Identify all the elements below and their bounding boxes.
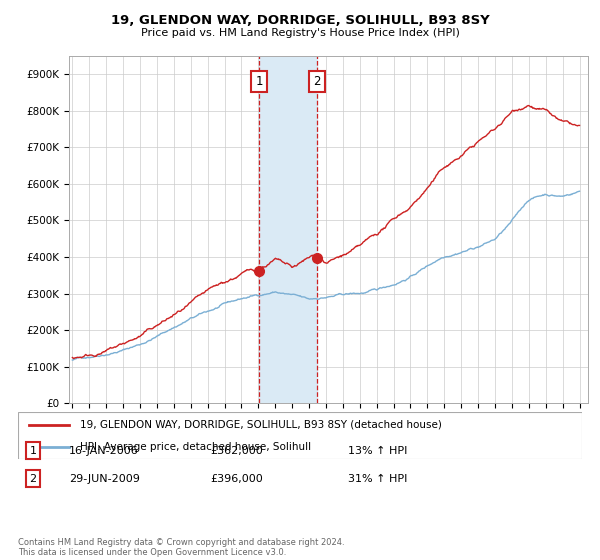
Text: 1: 1 bbox=[29, 446, 37, 456]
Text: £396,000: £396,000 bbox=[210, 474, 263, 484]
Bar bbox=[259, 56, 317, 403]
Text: 1: 1 bbox=[255, 75, 263, 88]
Text: 16-JAN-2006: 16-JAN-2006 bbox=[69, 446, 139, 456]
Text: 2: 2 bbox=[314, 75, 321, 88]
Text: 19, GLENDON WAY, DORRIDGE, SOLIHULL, B93 8SY: 19, GLENDON WAY, DORRIDGE, SOLIHULL, B93… bbox=[110, 14, 490, 27]
Text: 2: 2 bbox=[29, 474, 37, 484]
Text: 13% ↑ HPI: 13% ↑ HPI bbox=[348, 446, 407, 456]
Text: 31% ↑ HPI: 31% ↑ HPI bbox=[348, 474, 407, 484]
Text: Price paid vs. HM Land Registry's House Price Index (HPI): Price paid vs. HM Land Registry's House … bbox=[140, 28, 460, 38]
Text: Contains HM Land Registry data © Crown copyright and database right 2024.
This d: Contains HM Land Registry data © Crown c… bbox=[18, 538, 344, 557]
Text: 29-JUN-2009: 29-JUN-2009 bbox=[69, 474, 140, 484]
Text: HPI: Average price, detached house, Solihull: HPI: Average price, detached house, Soli… bbox=[80, 442, 311, 452]
Text: 19, GLENDON WAY, DORRIDGE, SOLIHULL, B93 8SY (detached house): 19, GLENDON WAY, DORRIDGE, SOLIHULL, B93… bbox=[80, 420, 442, 430]
Text: £362,000: £362,000 bbox=[210, 446, 263, 456]
